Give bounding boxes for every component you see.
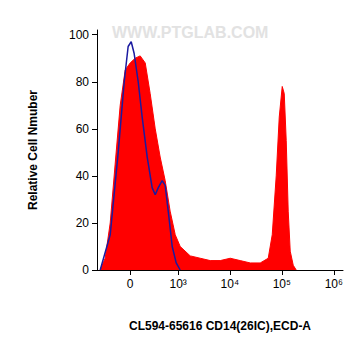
svg-text:0: 0 bbox=[82, 263, 89, 277]
svg-text:60: 60 bbox=[76, 122, 90, 136]
svg-text:10³: 10³ bbox=[169, 277, 186, 291]
svg-text:40: 40 bbox=[76, 169, 90, 183]
svg-text:20: 20 bbox=[76, 216, 90, 230]
svg-text:0: 0 bbox=[127, 277, 134, 291]
svg-text:80: 80 bbox=[76, 75, 90, 89]
svg-text:10⁶: 10⁶ bbox=[325, 277, 343, 291]
svg-text:100: 100 bbox=[69, 28, 89, 42]
svg-text:10⁵: 10⁵ bbox=[273, 277, 291, 291]
svg-text:Relative Cell Nmuber: Relative Cell Nmuber bbox=[26, 90, 40, 210]
svg-text:CL594-65616 CD14(26IC),ECD-A: CL594-65616 CD14(26IC),ECD-A bbox=[129, 319, 311, 333]
svg-text:10⁴: 10⁴ bbox=[221, 277, 240, 291]
svg-text:WWW.PTGLAB.COM: WWW.PTGLAB.COM bbox=[112, 24, 268, 41]
